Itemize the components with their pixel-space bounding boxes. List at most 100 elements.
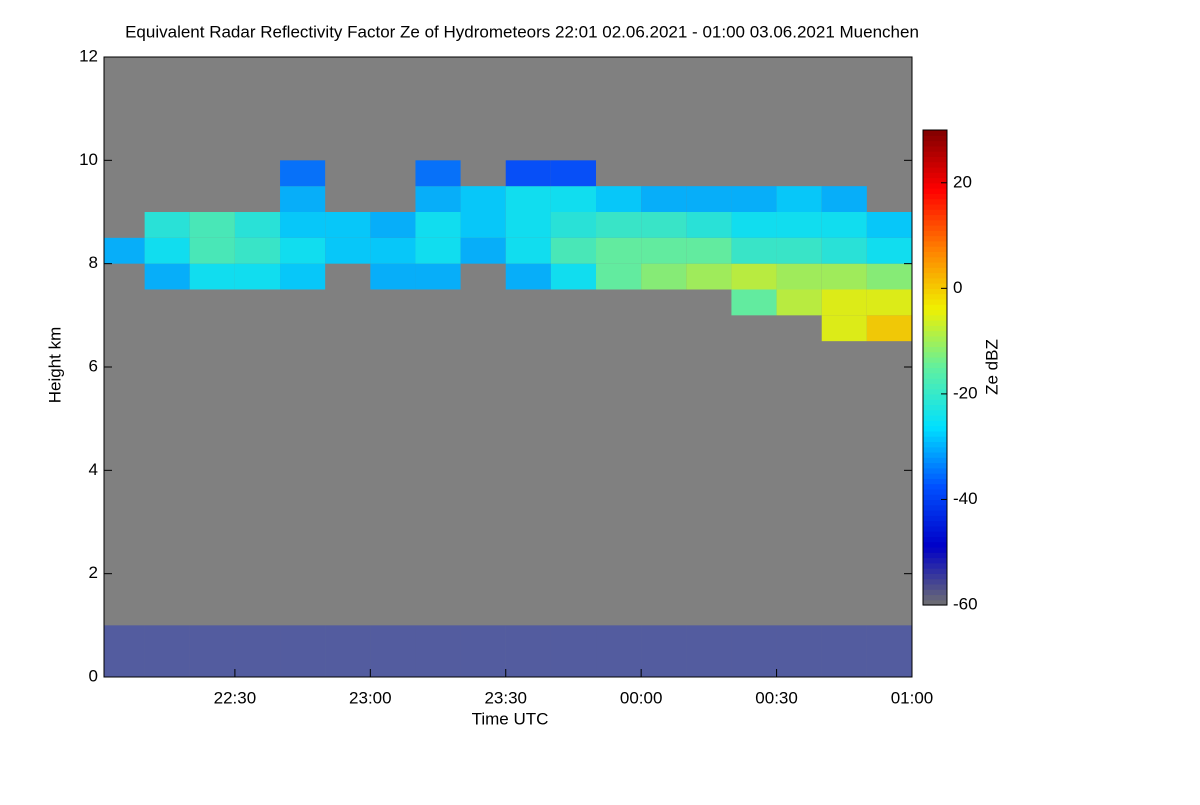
heatmap-cell [505,160,551,187]
colorbar-step [923,494,947,501]
colorbar-tick-label: -40 [953,489,978,508]
heatmap-cell [866,237,912,264]
colorbar-tick-label: 0 [953,278,962,297]
colorbar-step [923,293,947,300]
y-tick-label: 2 [89,563,98,582]
colorbar-tick-label: -20 [953,383,978,402]
colorbar-tick-label: 20 [953,172,972,191]
colorbar-step [923,578,947,585]
heatmap-cell [144,263,190,290]
colorbar-step [923,272,947,279]
heatmap-cell [776,237,822,264]
colorbar-label: Ze dBZ [982,339,1001,395]
colorbar-step [923,219,947,226]
y-tick-label: 6 [89,356,98,375]
heatmap-cell [280,263,326,290]
heatmap-cell [550,186,597,212]
heatmap-cell [104,237,145,264]
x-axis-label: Time UTC [472,709,549,728]
colorbar-step [923,182,947,189]
colorbar-step [923,399,947,406]
heatmap-cell [821,289,867,316]
heatmap-cell [776,212,822,238]
colorbar-step [923,499,947,506]
heatmap-cell [686,263,732,290]
heatmap-cell [731,625,777,677]
y-tick-label: 0 [89,666,98,685]
x-tick-label: 01:00 [891,688,934,707]
colorbar-step [923,151,947,157]
colorbar-step [923,198,947,205]
heatmap-cell [821,263,867,290]
colorbar-step [923,467,947,474]
colorbar-step [923,362,947,369]
heatmap-cell [280,212,326,238]
colorbar-step [923,367,947,374]
heatmap-cell [460,212,506,238]
heatmap-cell [866,263,912,290]
heatmap-cell [866,625,912,677]
heatmap-cell [596,212,642,238]
heatmap-cell [189,212,235,238]
x-tick-label: 00:00 [620,688,663,707]
heatmap-cell [415,160,461,187]
heatmap-cell [550,263,597,290]
heatmap-cell [189,237,235,264]
heatmap-cell [686,186,732,212]
colorbar-step [923,267,947,274]
colorbar-step [923,541,947,548]
colorbar-step [923,436,947,442]
colorbar-step [923,420,947,427]
heatmap-cell [866,212,912,238]
colorbar-step [923,536,947,543]
x-tick-label: 00:30 [755,688,798,707]
heatmap-cell [189,263,235,290]
colorbar-step [923,335,947,342]
colorbar-step [923,309,947,316]
colorbar-step [923,341,947,347]
heatmap-cell [280,625,326,677]
colorbar-step [923,240,947,247]
colorbar-step [923,483,947,490]
colorbar-step [923,251,947,258]
colorbar-step [923,156,947,163]
colorbar-step [923,510,947,516]
heatmap-cell [234,237,281,264]
colorbar-step [923,415,947,421]
colorbar-step [923,589,947,596]
heatmap-cell [641,212,687,238]
colorbar-step [923,462,947,469]
colorbar-step [923,393,947,400]
colorbar-step [923,378,947,384]
colorbar-step [923,161,947,168]
heatmap-cell [641,186,687,212]
heatmap-cell [866,315,912,342]
colorbar-step [923,256,947,263]
heatmap-cell [415,237,461,264]
colorbar-step [923,246,947,252]
colorbar-step [923,261,947,268]
heatmap-cell [550,237,597,264]
colorbar-step [923,457,947,464]
heatmap-cell [821,625,867,677]
colorbar-step [923,351,947,358]
heatmap-cell [505,186,551,212]
colorbar-step [923,346,947,353]
colorbar-step [923,552,947,559]
colorbar-step [923,214,947,221]
colorbar-step [923,404,947,411]
colorbar-step [923,446,947,453]
y-tick-label: 10 [79,150,98,169]
heatmap-cell [415,186,461,212]
colorbar-step [923,525,947,532]
heatmap-cell [460,237,506,264]
colorbar-step [923,531,947,537]
heatmap-cell [234,212,281,238]
heatmap-cell [776,625,822,677]
heatmap-cell [370,237,416,264]
colorbar-step [923,166,947,173]
heatmap-cell [641,237,687,264]
colorbar-step [923,557,947,564]
colorbar-step [923,277,947,284]
colorbar-step [923,145,947,152]
